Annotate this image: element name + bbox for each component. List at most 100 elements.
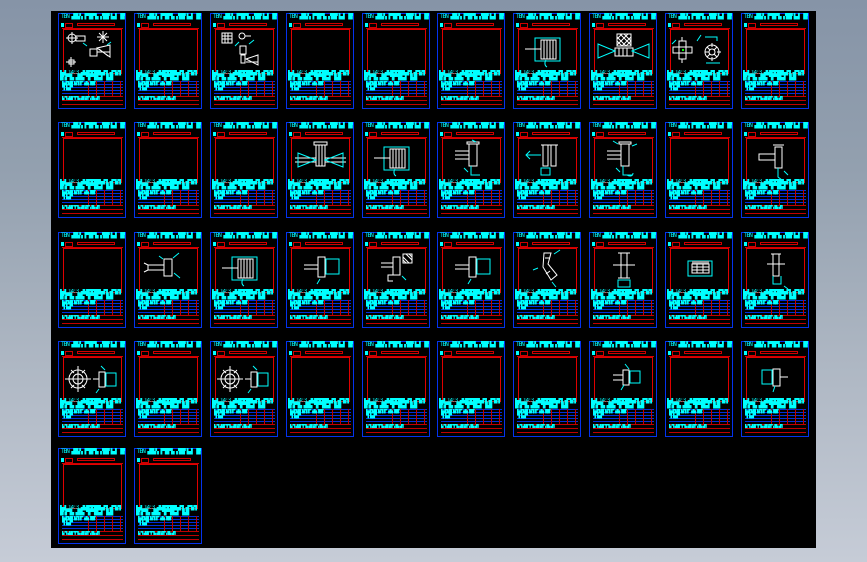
table-overlay-text: ▙▟▜▟█ ▙▜▞▛ ▟▙ ██▘▜ ▙▟▀ bbox=[441, 190, 476, 200]
part-drawing-tee bbox=[758, 144, 789, 181]
drawing-area-border bbox=[442, 138, 501, 183]
drawing-sheet-r2c0[interactable]: TBN ▟█▙▚ ▛▜█▀▙ ▞██▘▙▟ ▐█▚▜ █▙ ▙▟ 14:3 ▟▙█… bbox=[58, 232, 126, 328]
drawing-area-border bbox=[139, 138, 198, 183]
drawing-sheet-r3c0[interactable]: TBN ▟█▙▚ ▛▜█▀▙ ▞██▘▙▟ ▐█▚▜ █▙ ▙▟ 14:3 ▟▙█… bbox=[58, 341, 126, 437]
drawing-sheet-r1c4[interactable]: TBN ▟█▙▚ ▛▜█▀▙ ▞██▘▙▟ ▐█▚▜ █▙ ▙▟ 14:3 ▟▙█… bbox=[362, 122, 430, 218]
drawing-sheet-r2c2[interactable]: TBN ▟█▙▚ ▛▜█▀▙ ▞██▘▙▟ ▐█▚▜ █▙ ▙▟ 14:3 ▟▙█… bbox=[210, 232, 278, 328]
drawing-sheet-r3c1[interactable]: TBN ▟█▙▚ ▛▜█▀▙ ▞██▘▙▟ ▐█▚▜ █▙ ▙▟ 14:3 ▟▙█… bbox=[134, 341, 202, 437]
drawing-sheet-r0c9[interactable]: TBN ▟█▙▚ ▛▜█▀▙ ▞██▘▙▟ ▐█▚▜ █▙ ▙▟ 14:3 ▟▙█… bbox=[741, 13, 809, 109]
title-strip-box bbox=[748, 132, 756, 137]
table-overlay-text: ▙▟▜▟█ ▙▜▞▛ ▟▙ ██▘▜ ▙▟▀ bbox=[441, 300, 476, 310]
title-strip-marker bbox=[289, 23, 292, 27]
cad-canvas[interactable]: TBN ▟█▙▚ ▛▜█▀▙ ▞██▘▙▟ ▐█▚▜ █▙ ▙▟ 14:3 ▟▙█… bbox=[51, 11, 816, 548]
drawing-sheet-r1c0[interactable]: TBN ▟█▙▚ ▛▜█▀▙ ▞██▘▙▟ ▐█▚▜ █▙ ▙▟ 14:3 ▟▙█… bbox=[58, 122, 126, 218]
title-strip-box bbox=[65, 132, 73, 137]
sheet-notes-text: ▙▟ 14:3 ▟▙█▜▛██▙▟▜ ▟▀▙▜ █▚▛▜▙ ▟█▙ ▜▛▀█▙▟… bbox=[60, 398, 121, 409]
title-block-rows: ▙▞▜ ▟▙█ ▀▛▜▙ ▟█ ▙▜▛ ▞█▙ ▟▜ bbox=[593, 96, 654, 107]
drawing-sheet-r2c3[interactable]: TBN ▟█▙▚ ▛▜█▀▙ ▞██▘▙▟ ▐█▚▜ █▙ ▙▟ 14:3 ▟▙█… bbox=[286, 232, 354, 328]
title-strip-box bbox=[596, 351, 604, 356]
title-strip-box bbox=[217, 351, 225, 356]
drawing-area-border bbox=[670, 138, 729, 183]
title-block-rows: ▙▞▜ ▟▙█ ▀▛▜▙ ▟█ ▙▜▛ ▞█▙ ▟▜ bbox=[290, 205, 351, 216]
parts-list-table: ▙▟▜▟█ ▙▜▞▛ ▟▙ ██▘▜ ▙▟▀ bbox=[138, 516, 199, 531]
drawing-sheet-r0c3[interactable]: TBN ▟█▙▚ ▛▜█▀▙ ▞██▘▙▟ ▐█▚▜ █▙ ▙▟ 14:3 ▟▙█… bbox=[286, 13, 354, 109]
title-strip-marker bbox=[61, 132, 64, 136]
table-overlay-text: ▙▟▜▟█ ▙▜▞▛ ▟▙ ██▘▜ ▙▟▀ bbox=[290, 81, 325, 91]
drawing-sheet-r4c1[interactable]: TBN ▟█▙▚ ▛▜█▀▙ ▞██▘▙▟ ▐█▚▜ █▙ ▙▟ 14:3 ▟▙█… bbox=[134, 448, 202, 544]
table-column-rules bbox=[694, 81, 730, 96]
drawing-sheet-r0c8[interactable]: TBN ▟█▙▚ ▛▜█▀▙ ▞██▘▙▟ ▐█▚▜ █▙ ▙▟ 14:3 ▟▙█… bbox=[665, 13, 733, 109]
drawing-sheet-r1c3[interactable]: TBN ▟█▙▚ ▛▜█▀▙ ▞██▘▙▟ ▐█▚▜ █▙ ▙▟ 14:3 ▟▙█… bbox=[286, 122, 354, 218]
title-block-rows: ▙▞▜ ▟▙█ ▀▛▜▙ ▟█ ▙▜▛ ▞█▙ ▟▜ bbox=[366, 315, 427, 326]
title-strip-box bbox=[748, 242, 756, 247]
drawing-sheet-r0c4[interactable]: TBN ▟█▙▚ ▛▜█▀▙ ▞██▘▙▟ ▐█▚▜ █▙ ▙▟ 14:3 ▟▙█… bbox=[362, 13, 430, 109]
sheet-notes-text: ▙▟ 14:3 ▟▙█▜▛██▙▟▜ ▟▀▙▜ █▚▛▜▙ ▟█▙ ▜▛▀█▙▟… bbox=[667, 70, 728, 81]
table-overlay-text: ▙▟▜▟█ ▙▜▞▛ ▟▙ ██▘▜ ▙▟▀ bbox=[62, 300, 97, 310]
title-strip-rule bbox=[669, 28, 730, 29]
title-strip-bar bbox=[153, 242, 191, 245]
drawing-sheet-r3c3[interactable]: TBN ▟█▙▚ ▛▜█▀▙ ▞██▘▙▟ ▐█▚▜ █▙ ▙▟ 14:3 ▟▙█… bbox=[286, 341, 354, 437]
sheet-header-text: TBN ▟█▙▚ ▛▜█▀▙ ▞██▘▙▟ ▐█▚▜ █▙ bbox=[213, 341, 277, 348]
drawing-sheet-r3c8[interactable]: TBN ▟█▙▚ ▛▜█▀▙ ▞██▘▙▟ ▐█▚▜ █▙ ▙▟ 14:3 ▟▙█… bbox=[665, 341, 733, 437]
drawing-sheet-r1c2[interactable]: TBN ▟█▙▚ ▛▜█▀▙ ▞██▘▙▟ ▐█▚▜ █▙ ▙▟ 14:3 ▟▙█… bbox=[210, 122, 278, 218]
drawing-sheet-r2c5[interactable]: TBN ▟█▙▚ ▛▜█▀▙ ▞██▘▙▟ ▐█▚▜ █▙ ▙▟ 14:3 ▟▙█… bbox=[437, 232, 505, 328]
drawing-sheet-r1c5[interactable]: TBN ▟█▙▚ ▛▜█▀▙ ▞██▘▙▟ ▐█▚▜ █▙ ▙▟ 14:3 ▟▙█… bbox=[437, 122, 505, 218]
part-drawing-teebox bbox=[304, 256, 340, 285]
drawing-sheet-r4c0[interactable]: TBN ▟█▙▚ ▛▜█▀▙ ▞██▘▙▟ ▐█▚▜ █▙ ▙▟ 14:3 ▟▙█… bbox=[58, 448, 126, 544]
sheet-notes-text: ▙▟ 14:3 ▟▙█▜▛██▙▟▜ ▟▀▙▜ █▚▛▜▙ ▟█▙ ▜▛▀█▙▟… bbox=[136, 398, 197, 409]
drawing-sheet-r3c5[interactable]: TBN ▟█▙▚ ▛▜█▀▙ ▞██▘▙▟ ▐█▚▜ █▙ ▙▟ 14:3 ▟▙█… bbox=[437, 341, 505, 437]
table-overlay-text: ▙▟▜▟█ ▙▜▞▛ ▟▙ ██▘▜ ▙▟▀ bbox=[745, 190, 780, 200]
title-strip-rule bbox=[366, 137, 427, 138]
title-strip-bar bbox=[684, 351, 722, 354]
table-column-rules bbox=[618, 409, 654, 424]
drawing-sheet-r3c2[interactable]: TBN ▟█▙▚ ▛▜█▀▙ ▞██▘▙▟ ▐█▚▜ █▙ ▙▟ 14:3 ▟▙█… bbox=[210, 341, 278, 437]
drawing-sheet-r3c6[interactable]: TBN ▟█▙▚ ▛▜█▀▙ ▞██▘▙▟ ▐█▚▜ █▙ ▙▟ 14:3 ▟▙█… bbox=[513, 341, 581, 437]
drawing-sheet-r2c4[interactable]: TBN ▟█▙▚ ▛▜█▀▙ ▞██▘▙▟ ▐█▚▜ █▙ ▙▟ 14:3 ▟▙█… bbox=[362, 232, 430, 328]
drawing-sheet-r2c7[interactable]: TBN ▟█▙▚ ▛▜█▀▙ ▞██▘▙▟ ▐█▚▜ █▙ ▙▟ 14:3 ▟▙█… bbox=[589, 232, 657, 328]
title-strip-rule bbox=[62, 463, 123, 464]
drawing-sheet-r0c0[interactable]: TBN ▟█▙▚ ▛▜█▀▙ ▞██▘▙▟ ▐█▚▜ █▙ ▙▟ 14:3 ▟▙█… bbox=[58, 13, 126, 109]
drawing-sheet-r1c9[interactable]: TBN ▟█▙▚ ▛▜█▀▙ ▞██▘▙▟ ▐█▚▜ █▙ ▙▟ 14:3 ▟▙█… bbox=[741, 122, 809, 218]
title-strip-box bbox=[596, 242, 604, 247]
drawing-sheet-r1c6[interactable]: TBN ▟█▙▚ ▛▜█▀▙ ▞██▘▙▟ ▐█▚▜ █▙ ▙▟ 14:3 ▟▙█… bbox=[513, 122, 581, 218]
table-overlay-text: ▙▟▜▟█ ▙▜▞▛ ▟▙ ██▘▜ ▙▟▀ bbox=[517, 190, 552, 200]
title-block-rows: ▙▞▜ ▟▙█ ▀▛▜▙ ▟█ ▙▜▛ ▞█▙ ▟▜ bbox=[745, 96, 806, 107]
sheet-header-text: TBN ▟█▙▚ ▛▜█▀▙ ▞██▘▙▟ ▐█▚▜ █▙ bbox=[289, 232, 353, 239]
drawing-sheet-r0c7[interactable]: TBN ▟█▙▚ ▛▜█▀▙ ▞██▘▙▟ ▐█▚▜ █▙ ▙▟ 14:3 ▟▙█… bbox=[589, 13, 657, 109]
title-strip-bar bbox=[608, 132, 646, 135]
drawing-sheet-r0c6[interactable]: TBN ▟█▙▚ ▛▜█▀▙ ▞██▘▙▟ ▐█▚▜ █▙ ▙▟ 14:3 ▟▙█… bbox=[513, 13, 581, 109]
title-strip-box bbox=[520, 242, 528, 247]
drawing-sheet-r1c7[interactable]: TBN ▟█▙▚ ▛▜█▀▙ ▞██▘▙▟ ▐█▚▜ █▙ ▙▟ 14:3 ▟▙█… bbox=[589, 122, 657, 218]
title-strip-box bbox=[520, 132, 528, 137]
drawing-sheet-r3c9[interactable]: TBN ▟█▙▚ ▛▜█▀▙ ▞██▘▙▟ ▐█▚▜ █▙ ▙▟ 14:3 ▟▙█… bbox=[741, 341, 809, 437]
drawing-sheet-r1c8[interactable]: TBN ▟█▙▚ ▛▜█▀▙ ▞██▘▙▟ ▐█▚▜ █▙ ▙▟ 14:3 ▟▙█… bbox=[665, 122, 733, 218]
drawing-sheet-r2c8[interactable]: TBN ▟█▙▚ ▛▜█▀▙ ▞██▘▙▟ ▐█▚▜ █▙ ▙▟ 14:3 ▟▙█… bbox=[665, 232, 733, 328]
drawing-area-border bbox=[63, 29, 122, 74]
title-strip-bar bbox=[305, 351, 343, 354]
parts-list-table: ▙▟▜▟█ ▙▜▞▛ ▟▙ ██▘▜ ▙▟▀ bbox=[593, 409, 654, 424]
title-block-rows: ▙▞▜ ▟▙█ ▀▛▜▙ ▟█ ▙▜▛ ▞█▙ ▟▜ bbox=[517, 96, 578, 107]
title-block-rows: ▙▞▜ ▟▙█ ▀▛▜▙ ▟█ ▙▜▛ ▞█▙ ▟▜ bbox=[62, 205, 123, 216]
table-column-rules bbox=[542, 409, 578, 424]
sheet-header-text: TBN ▟█▙▚ ▛▜█▀▙ ▞██▘▙▟ ▐█▚▜ █▙ bbox=[516, 122, 580, 129]
drawing-sheet-r0c5[interactable]: TBN ▟█▙▚ ▛▜█▀▙ ▞██▘▙▟ ▐█▚▜ █▙ ▙▟ 14:3 ▟▙█… bbox=[437, 13, 505, 109]
sheet-notes-text: ▙▟ 14:3 ▟▙█▜▛██▙▟▜ ▟▀▙▜ █▚▛▜▙ ▟█▙ ▜▛▀█▙▟… bbox=[60, 289, 121, 300]
sheet-notes-text: ▙▟ 14:3 ▟▙█▜▛██▙▟▜ ▟▀▙▜ █▚▛▜▙ ▟█▙ ▜▛▀█▙▟… bbox=[743, 70, 804, 81]
drawing-sheet-r2c6[interactable]: TBN ▟█▙▚ ▛▜█▀▙ ▞██▘▙▟ ▐█▚▜ █▙ ▙▟ 14:3 ▟▙█… bbox=[513, 232, 581, 328]
table-overlay-text: ▙▟▜▟█ ▙▜▞▛ ▟▙ ██▘▜ ▙▟▀ bbox=[214, 81, 249, 91]
drawing-sheet-r0c1[interactable]: TBN ▟█▙▚ ▛▜█▀▙ ▞██▘▙▟ ▐█▚▜ █▙ ▙▟ 14:3 ▟▙█… bbox=[134, 13, 202, 109]
title-strip-marker bbox=[668, 242, 671, 246]
table-column-rules bbox=[87, 300, 123, 315]
drawing-sheet-r1c1[interactable]: TBN ▟█▙▚ ▛▜█▀▙ ▞██▘▙▟ ▐█▚▜ █▙ ▙▟ 14:3 ▟▙█… bbox=[134, 122, 202, 218]
drawing-sheet-r0c2[interactable]: TBN ▟█▙▚ ▛▜█▀▙ ▞██▘▙▟ ▐█▚▜ █▙ ▙▟ 14:3 ▟▙█… bbox=[210, 13, 278, 109]
table-column-rules bbox=[239, 81, 275, 96]
drawing-sheet-r2c1[interactable]: TBN ▟█▙▚ ▛▜█▀▙ ▞██▘▙▟ ▐█▚▜ █▙ ▙▟ 14:3 ▟▙█… bbox=[134, 232, 202, 328]
table-overlay-text: ▙▟▜▟█ ▙▜▞▛ ▟▙ ██▘▜ ▙▟▀ bbox=[366, 300, 401, 310]
drawing-sheet-r3c7[interactable]: TBN ▟█▙▚ ▛▜█▀▙ ▞██▘▙▟ ▐█▚▜ █▙ ▙▟ 14:3 ▟▙█… bbox=[589, 341, 657, 437]
title-strip-marker bbox=[744, 132, 747, 136]
title-strip-marker bbox=[365, 242, 368, 246]
drawing-sheet-r2c9[interactable]: TBN ▟█▙▚ ▛▜█▀▙ ▞██▘▙▟ ▐█▚▜ █▙ ▙▟ 14:3 ▟▙█… bbox=[741, 232, 809, 328]
title-block-rows: ▙▞▜ ▟▙█ ▀▛▜▙ ▟█ ▙▜▛ ▞█▙ ▟▜ bbox=[745, 315, 806, 326]
title-block-rows: ▙▞▜ ▟▙█ ▀▛▜▙ ▟█ ▙▜▛ ▞█▙ ▟▜ bbox=[138, 531, 199, 542]
drawing-sheet-r3c4[interactable]: TBN ▟█▙▚ ▛▜█▀▙ ▞██▘▙▟ ▐█▚▜ █▙ ▙▟ 14:3 ▟▙█… bbox=[362, 341, 430, 437]
